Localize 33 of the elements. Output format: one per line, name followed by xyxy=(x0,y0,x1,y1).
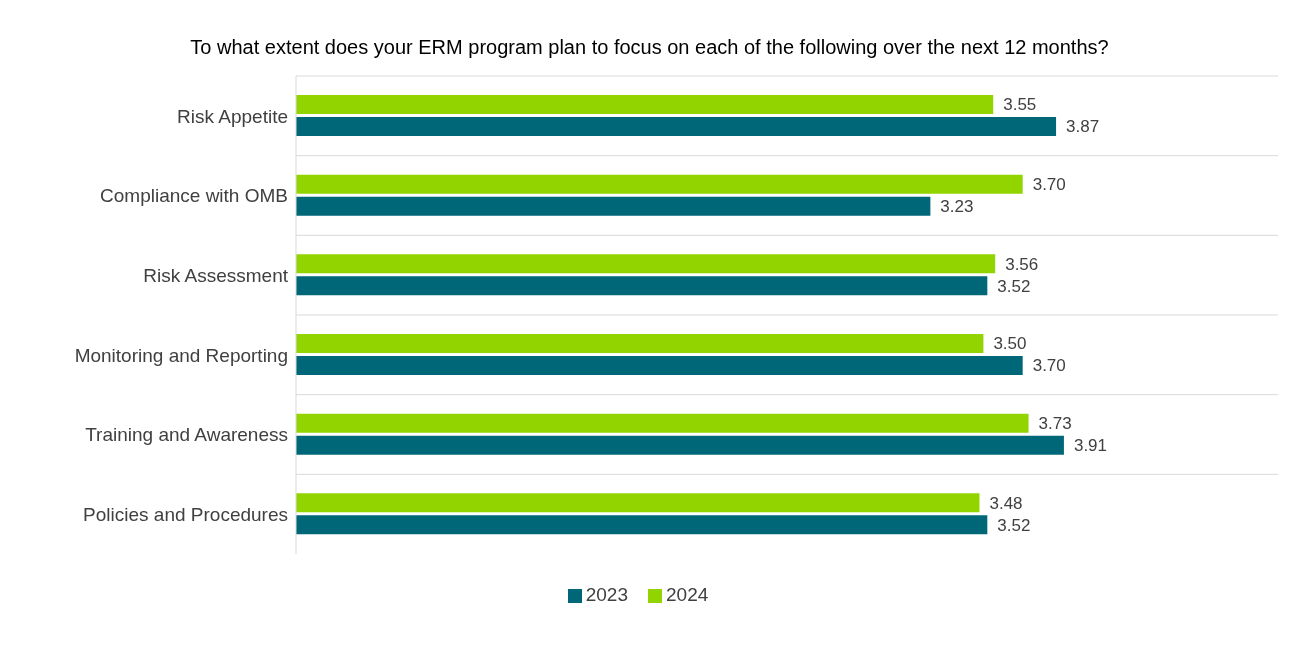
bar xyxy=(296,334,984,353)
data-label: 3.91 xyxy=(1073,436,1108,456)
bar xyxy=(296,95,994,114)
bar xyxy=(296,515,988,535)
data-label: 3.55 xyxy=(1003,95,1037,115)
data-label: 3.50 xyxy=(993,334,1027,354)
bar xyxy=(296,174,1023,194)
bar xyxy=(296,493,980,513)
bar xyxy=(296,413,1029,433)
y-tick-label: Policies and Procedures xyxy=(83,503,288,525)
y-tick-label: Monitoring and Reporting xyxy=(74,344,288,366)
legend-label: 2024 xyxy=(666,584,709,605)
data-label: 3.70 xyxy=(1032,356,1066,376)
y-tick-label: Risk Assessment xyxy=(143,264,289,286)
data-label: 3.23 xyxy=(940,197,974,217)
bar xyxy=(296,435,1064,455)
data-label: 3.48 xyxy=(989,493,1023,513)
bar xyxy=(296,356,1023,375)
data-label: 3.52 xyxy=(997,515,1031,535)
y-tick-label: Risk Appetite xyxy=(177,105,288,127)
data-label: 3.73 xyxy=(1038,414,1072,434)
chart-title: To what extent does your ERM program plan to focus on each of the following over the next 12 months? xyxy=(189,35,1110,60)
bar xyxy=(296,117,1057,136)
data-label: 3.70 xyxy=(1032,175,1066,195)
legend-label: 2023 xyxy=(585,584,628,605)
data-label: 3.52 xyxy=(997,276,1031,296)
data-label: 3.87 xyxy=(1066,117,1100,137)
y-tick-label: Compliance with OMB xyxy=(100,185,288,207)
y-tick-label: Training and Awareness xyxy=(85,424,288,446)
data-label: 3.56 xyxy=(1005,254,1039,274)
bar xyxy=(296,254,996,274)
bar xyxy=(296,276,988,296)
bar xyxy=(296,196,931,216)
